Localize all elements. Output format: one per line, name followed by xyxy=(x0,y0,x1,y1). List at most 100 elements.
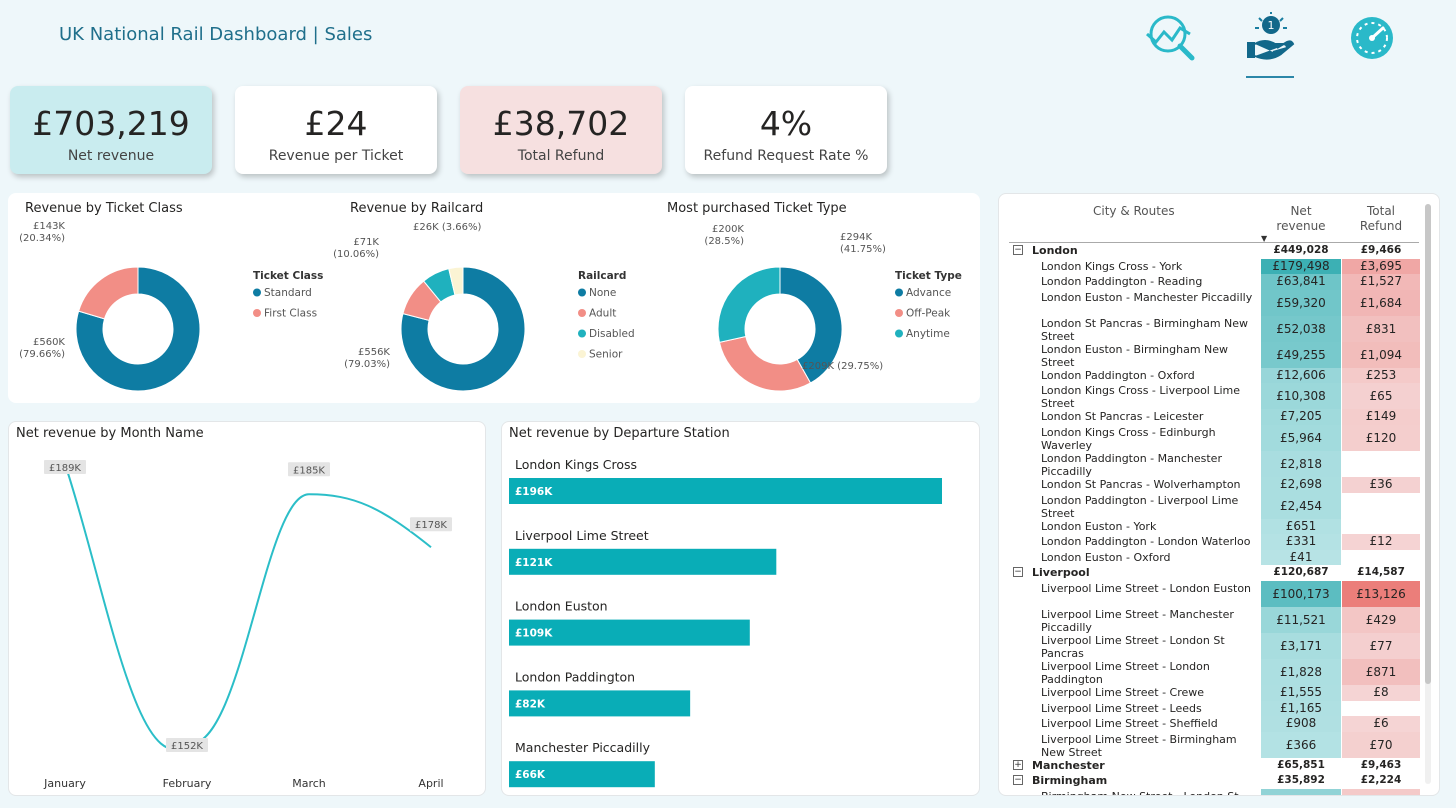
total-refund-cell: £120 xyxy=(1342,425,1420,451)
railcard-donut[interactable]: £556K(79.03%) £71K(10.06%) £26K (3.66%) Rai… xyxy=(333,217,663,403)
group-row[interactable]: + Manchester £65,851 £9,463 xyxy=(999,758,1419,774)
month-line-chart[interactable]: £189K £152K £185K £178K January February March… xyxy=(9,422,487,797)
column-header-total-refund[interactable]: Total Refund xyxy=(1359,204,1403,233)
legend-item[interactable]: Advance xyxy=(906,287,951,299)
sort-desc-icon[interactable]: ▼ xyxy=(1261,234,1268,243)
table-row[interactable]: London Euston - Manchester Piccadilly £59… xyxy=(999,289,1420,316)
expand-icon[interactable]: + xyxy=(1013,759,1023,770)
total-refund-cell: £14,587 xyxy=(1357,566,1405,579)
bar[interactable] xyxy=(509,548,777,575)
table-row[interactable]: Liverpool Lime Street - Crewe £1,555 £8 xyxy=(999,685,1420,701)
legend-item[interactable]: Adult xyxy=(589,308,616,320)
table-row[interactable]: Liverpool Lime Street - London Euston £10… xyxy=(999,581,1420,607)
route-name: London Paddington - London Waterloo xyxy=(1041,535,1251,549)
legend-item[interactable]: None xyxy=(589,287,616,299)
category-label: London Paddington xyxy=(515,669,635,684)
svg-text:£152K: £152K xyxy=(171,741,203,752)
group-row[interactable]: − Birmingham £35,892 £2,224 xyxy=(999,773,1419,789)
net-revenue-cell: £10,308 xyxy=(1261,383,1341,410)
table-row[interactable]: Liverpool Lime Street - London St Pancra… xyxy=(999,633,1420,660)
legend-item[interactable]: First Class xyxy=(264,308,317,320)
donut-slice-off-peak[interactable] xyxy=(718,335,812,392)
table-row[interactable]: London Euston - Birmingham New Street £49… xyxy=(999,341,1420,369)
column-header-net-revenue[interactable]: Net revenue xyxy=(1276,204,1326,233)
table-row[interactable]: Liverpool Lime Street - Sheffield £908 £6 xyxy=(999,716,1420,732)
ticket-class-donut[interactable]: £560K(79.66%) £143K(20.34%) Ticket Class St… xyxy=(8,217,338,403)
collapse-icon[interactable]: − xyxy=(1013,775,1023,786)
group-row[interactable]: − London £449,028 £9,466 xyxy=(999,243,1419,259)
x-tick-label: January xyxy=(43,777,86,790)
kpi-value: £703,219 xyxy=(32,104,190,143)
legend-marker xyxy=(895,309,903,317)
data-label: (79.66%) xyxy=(19,349,65,360)
donut-slice-first-class[interactable] xyxy=(78,266,139,320)
net-revenue-cell: £2,454 xyxy=(1261,492,1341,519)
kpi-label: Net revenue xyxy=(67,148,155,165)
net-revenue-cell: £3,171 xyxy=(1261,633,1341,659)
bar[interactable] xyxy=(509,690,691,717)
donut-slice-anytime[interactable] xyxy=(717,266,781,343)
bar[interactable] xyxy=(509,761,655,788)
legend-item[interactable]: Standard xyxy=(264,287,312,299)
column-header-routes[interactable]: City & Routes xyxy=(1093,204,1175,218)
table-row[interactable]: London Paddington - London Waterloo £331 £… xyxy=(999,534,1420,550)
table-row[interactable]: London Paddington - Oxford £12,606 £253 xyxy=(999,367,1420,384)
route-name: Liverpool Lime Street - Leeds xyxy=(1041,701,1202,715)
route-name: Birmingham xyxy=(1032,774,1108,788)
table-row[interactable]: Birmingham New Street - London St Pancra… xyxy=(999,789,1420,795)
route-name: Liverpool Lime Street - London Paddingto… xyxy=(1041,660,1210,686)
donut-slice-none[interactable] xyxy=(400,266,526,392)
total-refund-cell: £77 xyxy=(1342,633,1420,659)
table-row[interactable]: Liverpool Lime Street - Birmingham New S… xyxy=(999,731,1420,759)
group-row[interactable]: − Liverpool £120,687 £14,587 xyxy=(999,565,1419,581)
legend-item[interactable]: Disabled xyxy=(589,328,635,340)
total-refund-cell: £9,463 xyxy=(1360,758,1402,771)
line-series[interactable] xyxy=(64,463,432,751)
legend-item[interactable]: Senior xyxy=(589,349,623,361)
data-label: £200K xyxy=(712,224,744,235)
net-revenue-cell: £179,498 xyxy=(1261,258,1341,275)
collapse-icon[interactable]: − xyxy=(1013,567,1023,578)
bar[interactable] xyxy=(509,478,942,504)
donut-slice-standard[interactable] xyxy=(75,266,201,392)
table-row[interactable]: London Kings Cross - York £179,498 £3,695 xyxy=(999,258,1420,275)
table-row[interactable]: London St Pancras - Birmingham New Stree… xyxy=(999,315,1420,343)
money-hand-icon[interactable]: 1 xyxy=(1245,12,1297,64)
speedometer-icon[interactable] xyxy=(1346,12,1398,64)
station-bar-chart[interactable]: London Kings Cross £196K Liverpool Lime St… xyxy=(502,422,981,797)
table-row[interactable]: Liverpool Lime Street - Manchester Picca… xyxy=(999,607,1420,634)
total-refund-cell: £253 xyxy=(1342,367,1420,384)
table-row[interactable]: London Paddington - Liverpool Lime Stree… xyxy=(999,492,1419,520)
svg-text:£178K: £178K xyxy=(415,520,447,531)
scrollbar-track[interactable] xyxy=(1425,204,1431,784)
legend-marker xyxy=(578,329,586,338)
table-row[interactable]: London Euston - York £651 xyxy=(999,518,1419,535)
legend-item[interactable]: Off-Peak xyxy=(906,308,951,320)
kpi-label: Revenue per Ticket xyxy=(268,148,404,165)
table-row[interactable]: London Kings Cross - Edinburgh Waverley £… xyxy=(999,425,1420,452)
table-row[interactable]: London Paddington - Manchester Piccadill… xyxy=(999,451,1419,478)
table-row[interactable]: Liverpool Lime Street - Leeds £1,165 xyxy=(999,700,1419,717)
donut-slice-advance[interactable] xyxy=(779,266,843,384)
table-row[interactable]: Liverpool Lime Street - London Paddingto… xyxy=(999,659,1420,686)
table-row[interactable]: London St Pancras - Leicester £7,205 £149 xyxy=(999,409,1420,425)
trend-search-icon[interactable] xyxy=(1146,12,1198,64)
total-refund-cell: £65 xyxy=(1342,383,1420,410)
table-row[interactable]: London Euston - Oxford £41 xyxy=(999,549,1419,566)
legend-marker xyxy=(578,309,586,317)
table-row[interactable]: London St Pancras - Wolverhampton £2,698 £… xyxy=(999,477,1420,493)
legend-item[interactable]: Anytime xyxy=(906,328,950,340)
bar[interactable] xyxy=(509,619,750,646)
scrollbar-thumb[interactable] xyxy=(1425,204,1431,684)
table-row[interactable]: London Paddington - Reading £63,841 £1,527 xyxy=(999,274,1420,290)
total-refund-cell: £871 xyxy=(1342,659,1420,685)
collapse-icon[interactable]: − xyxy=(1013,245,1023,255)
chart-title: Net revenue by Month Name xyxy=(16,426,204,441)
x-tick-label: March xyxy=(292,777,326,790)
route-name: London St Pancras - Leicester xyxy=(1041,410,1204,424)
table-row[interactable]: London Kings Cross - Liverpool Lime Stre… xyxy=(999,383,1420,410)
kpi-revenue-per-ticket: £24 Revenue per Ticket xyxy=(235,86,437,174)
ticket-type-donut[interactable]: £294K(41.75%) £209K (29.75%) £200K(28.5%) T… xyxy=(650,217,980,403)
line-chart-panel: Net revenue by Month Name £189K £152K £185… xyxy=(8,421,486,796)
donut-slice-senior[interactable] xyxy=(448,266,464,296)
